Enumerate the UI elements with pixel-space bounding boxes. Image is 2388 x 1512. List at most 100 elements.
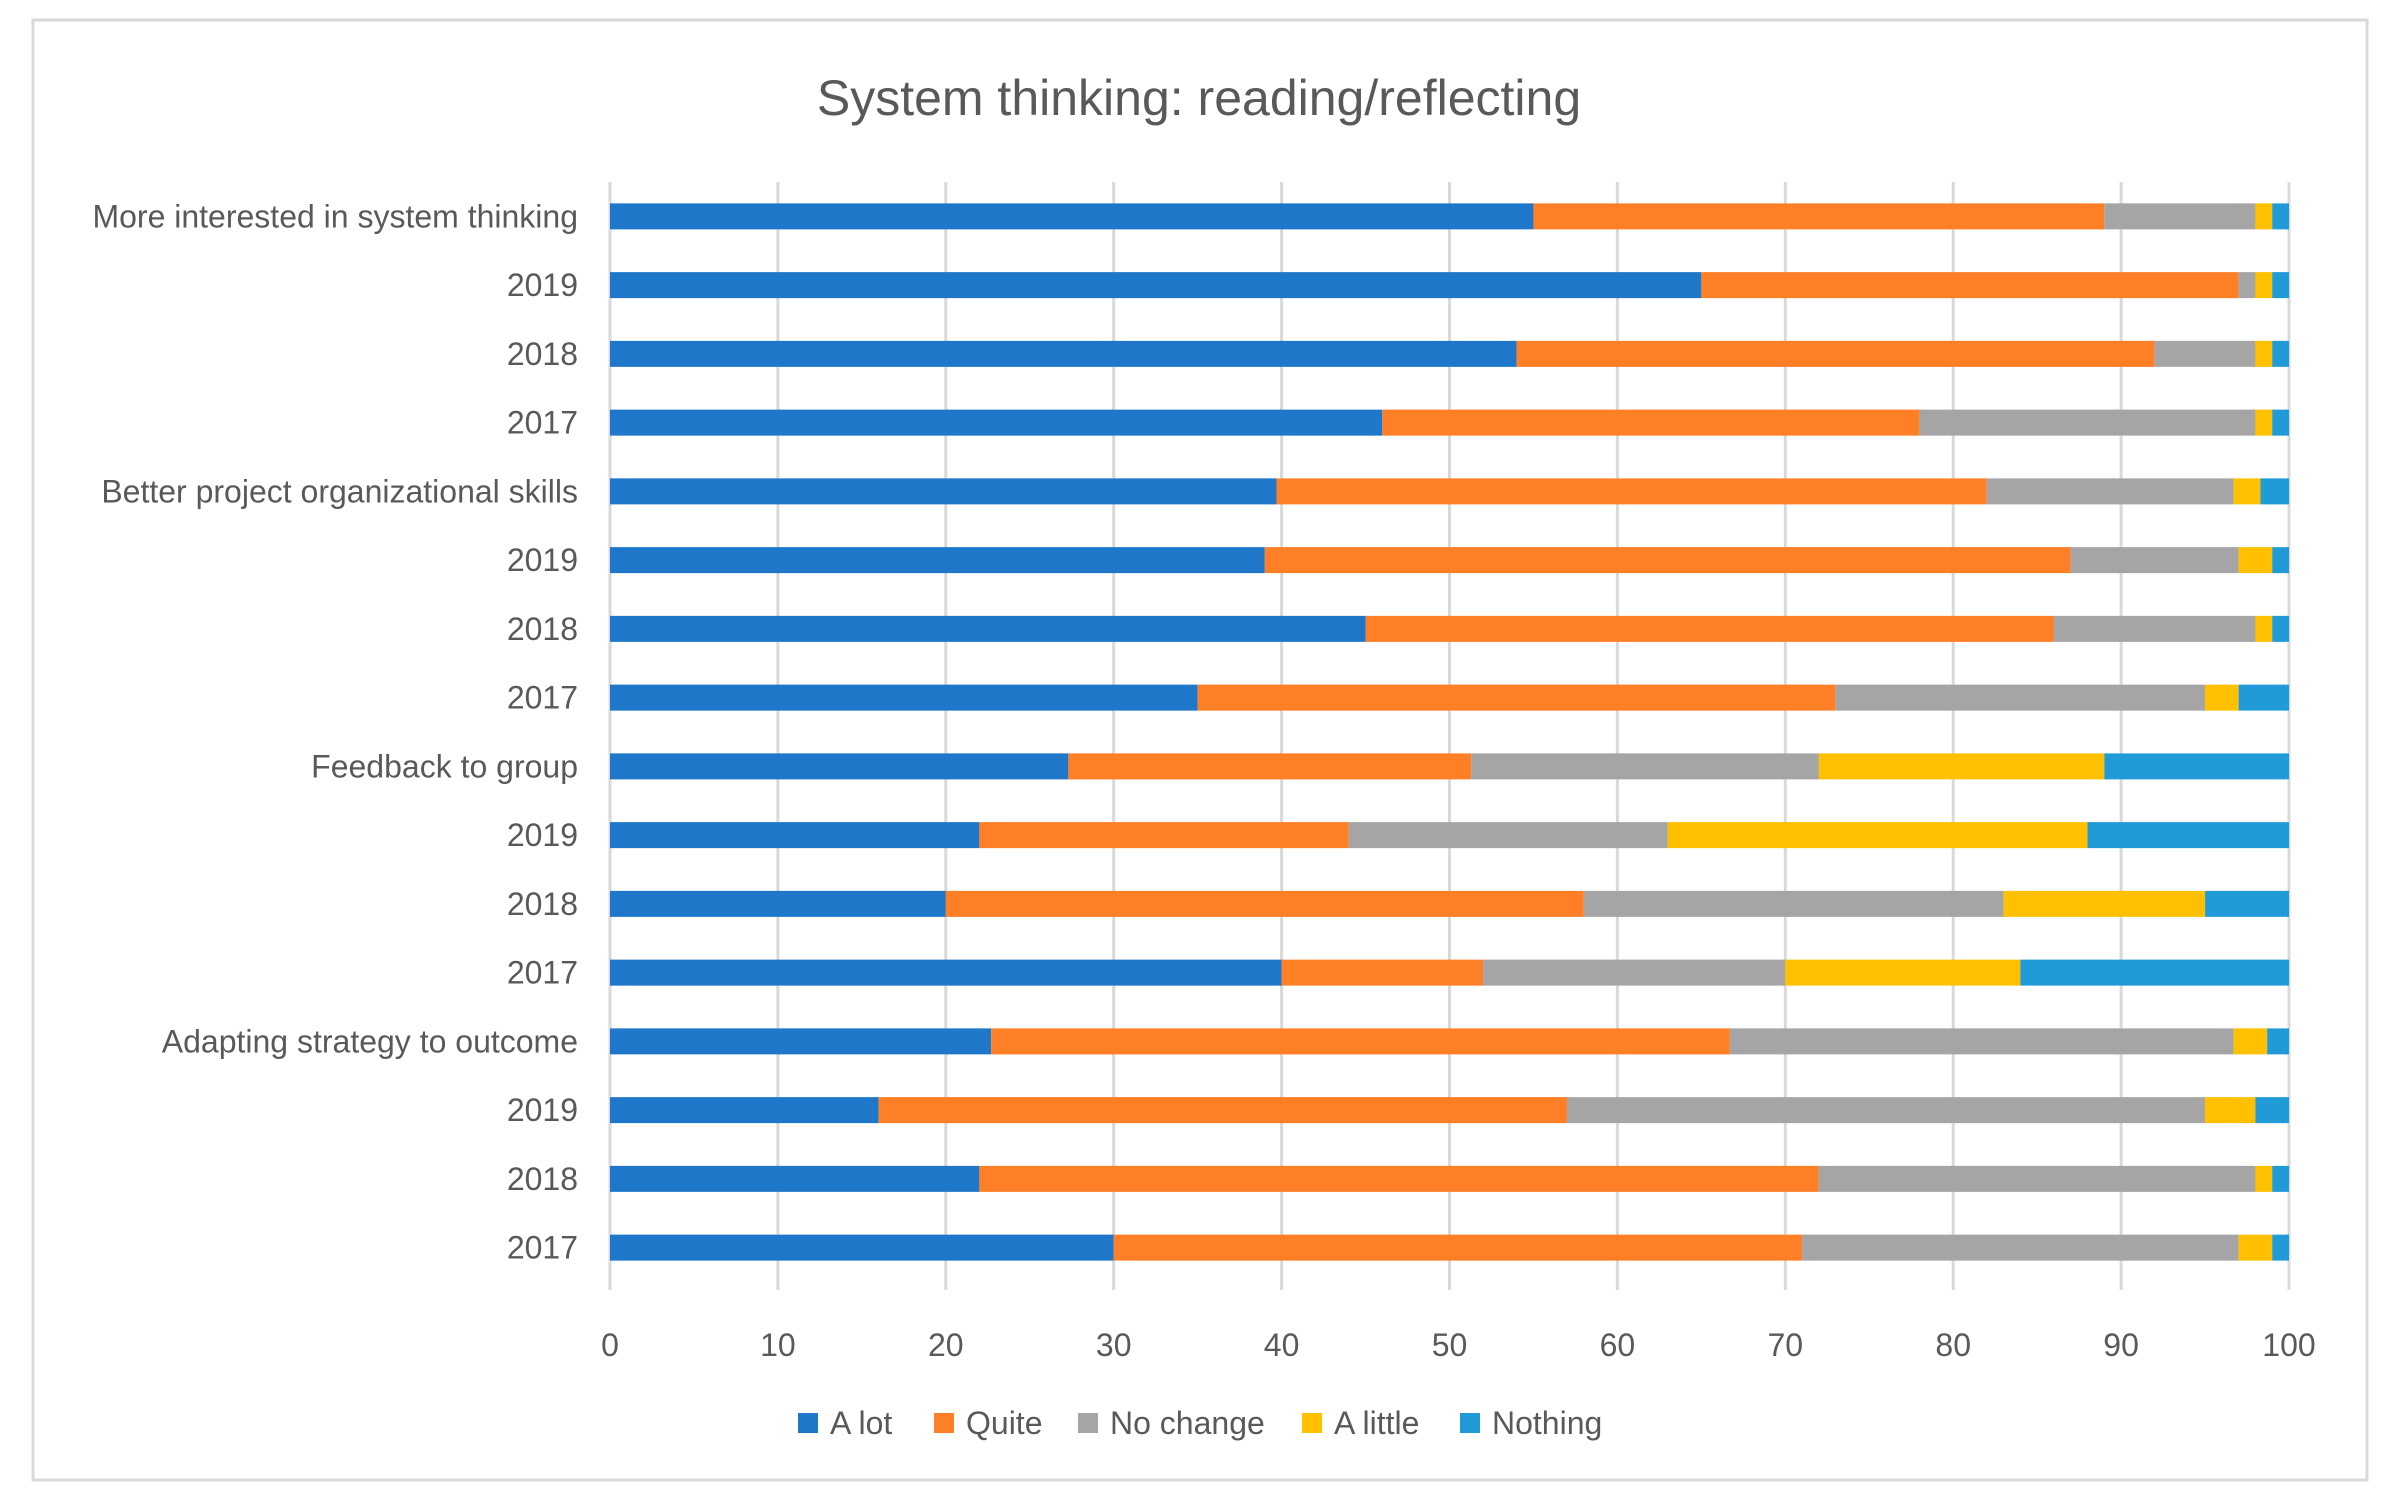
bar-segment-a-lot <box>610 409 1383 436</box>
bar-segment-quite <box>1068 753 1472 780</box>
bar-segment-a-little <box>2233 478 2261 505</box>
bar-segment-quite <box>991 1028 1730 1055</box>
category-label: 2019 <box>507 817 578 853</box>
bar-segment-a-lot <box>610 478 1277 505</box>
bar-segment-quite <box>1701 272 2239 299</box>
x-tick-label: 10 <box>760 1327 796 1363</box>
bar-segment-nothing <box>2272 1234 2289 1261</box>
bar-segment-a-little <box>2255 340 2273 367</box>
bar-segment-a-lot <box>610 1165 980 1192</box>
bar-segment-a-lot <box>610 959 1282 986</box>
bar-segment-quite <box>1516 340 2155 367</box>
chart-title: System thinking: reading/reflecting <box>817 70 1581 126</box>
legend-swatch <box>798 1413 818 1433</box>
bar-segment-a-lot <box>610 684 1198 711</box>
legend-label: A little <box>1334 1405 1419 1441</box>
category-label: More interested in system thinking <box>92 198 578 234</box>
bar-segment-a-lot <box>610 340 1517 367</box>
bar-segment-no-change <box>1567 1097 2206 1124</box>
bar-segment-nothing <box>2087 822 2289 849</box>
bar-segment-no-change <box>2104 203 2256 230</box>
bar-segment-a-little <box>2255 272 2273 299</box>
bar-segment-nothing <box>2205 890 2289 917</box>
bar-segment-a-lot <box>610 272 1702 299</box>
bar-segment-a-little <box>1818 753 2105 780</box>
bar-segment-quite <box>1276 478 1987 505</box>
bar-segment-a-lot <box>610 1028 992 1055</box>
bar-segment-nothing <box>2272 615 2289 642</box>
bar-segment-no-change <box>2154 340 2256 367</box>
x-tick-label: 80 <box>1935 1327 1971 1363</box>
bar-segment-a-lot <box>610 615 1366 642</box>
bar-segment-no-change <box>1348 822 1668 849</box>
bar-segment-no-change <box>2238 272 2256 299</box>
bar-segment-nothing <box>2104 753 2289 780</box>
bar-segment-a-little <box>2233 1028 2268 1055</box>
category-label: 2017 <box>507 1230 578 1266</box>
bar-segment-no-change <box>2070 547 2239 574</box>
category-label: 2018 <box>507 336 578 372</box>
bar-segment-a-lot <box>610 1234 1114 1261</box>
bar-segment-no-change <box>1802 1234 2239 1261</box>
legend-swatch <box>934 1413 954 1433</box>
bar-segment-nothing <box>2272 1165 2289 1192</box>
legend-label: No change <box>1110 1405 1265 1441</box>
x-tick-label: 0 <box>601 1327 619 1363</box>
legend-label: A lot <box>830 1405 892 1441</box>
category-label: 2019 <box>507 542 578 578</box>
x-tick-label: 70 <box>1768 1327 1804 1363</box>
bar-segment-a-little <box>2205 1097 2256 1124</box>
bar-segment-no-change <box>1919 409 2256 436</box>
x-tick-label: 100 <box>2262 1327 2315 1363</box>
bar-segment-nothing <box>2255 1097 2289 1124</box>
bar-segment-quite <box>979 822 1349 849</box>
category-label: Adapting strategy to outcome <box>162 1023 578 1059</box>
bar-segment-no-change <box>1483 959 1786 986</box>
bar-segment-nothing <box>2238 684 2289 711</box>
bar-segment-a-lot <box>610 1097 879 1124</box>
legend: A lot Quite No change A little Nothing <box>798 1405 1602 1441</box>
x-tick-label: 60 <box>1600 1327 1636 1363</box>
bar-segment-quite <box>1113 1234 1803 1261</box>
bar-segment-a-little <box>2255 1165 2273 1192</box>
bar-segment-a-little <box>2205 684 2239 711</box>
bar-segment-a-little <box>2003 890 2206 917</box>
category-label: 2018 <box>507 611 578 647</box>
bar-segment-a-lot <box>610 822 980 849</box>
category-label: 2017 <box>507 405 578 441</box>
x-tick-label: 50 <box>1432 1327 1468 1363</box>
category-label: 2019 <box>507 267 578 303</box>
bar-segment-quite <box>979 1165 1819 1192</box>
bar-segment-nothing <box>2272 340 2289 367</box>
bar-segment-nothing <box>2272 547 2289 574</box>
bar-segment-a-little <box>2238 547 2273 574</box>
category-label: 2018 <box>507 1161 578 1197</box>
bar-segment-no-change <box>1986 478 2234 505</box>
legend-swatch <box>1078 1413 1098 1433</box>
bar-segment-a-little <box>1785 959 2021 986</box>
bar-segment-quite <box>1281 959 1484 986</box>
category-labels: More interested in system thinking 2019 20… <box>92 198 578 1265</box>
bar-segment-nothing <box>2272 409 2289 436</box>
bar-segment-no-change <box>1471 753 1819 780</box>
category-label: 2017 <box>507 680 578 716</box>
bar-segment-a-lot <box>610 203 1534 230</box>
bar-segment-a-little <box>1667 822 2088 849</box>
bar-segment-a-lot <box>610 890 946 917</box>
bar-segment-quite <box>945 890 1584 917</box>
bar-segment-quite <box>1365 615 2054 642</box>
category-label: 2017 <box>507 955 578 991</box>
bar-segment-quite <box>878 1097 1568 1124</box>
bar-segment-a-little <box>2255 615 2273 642</box>
bar-segment-no-change <box>2053 615 2256 642</box>
x-tick-label: 90 <box>2103 1327 2139 1363</box>
bar-segment-a-little <box>2255 409 2273 436</box>
category-label: Feedback to group <box>311 748 578 784</box>
bar-segment-no-change <box>1729 1028 2234 1055</box>
x-tick-label: 40 <box>1264 1327 1300 1363</box>
bar-segment-nothing <box>2267 1028 2289 1055</box>
bar-segment-no-change <box>1835 684 2206 711</box>
legend-swatch <box>1460 1413 1480 1433</box>
bar-segment-quite <box>1533 203 2105 230</box>
